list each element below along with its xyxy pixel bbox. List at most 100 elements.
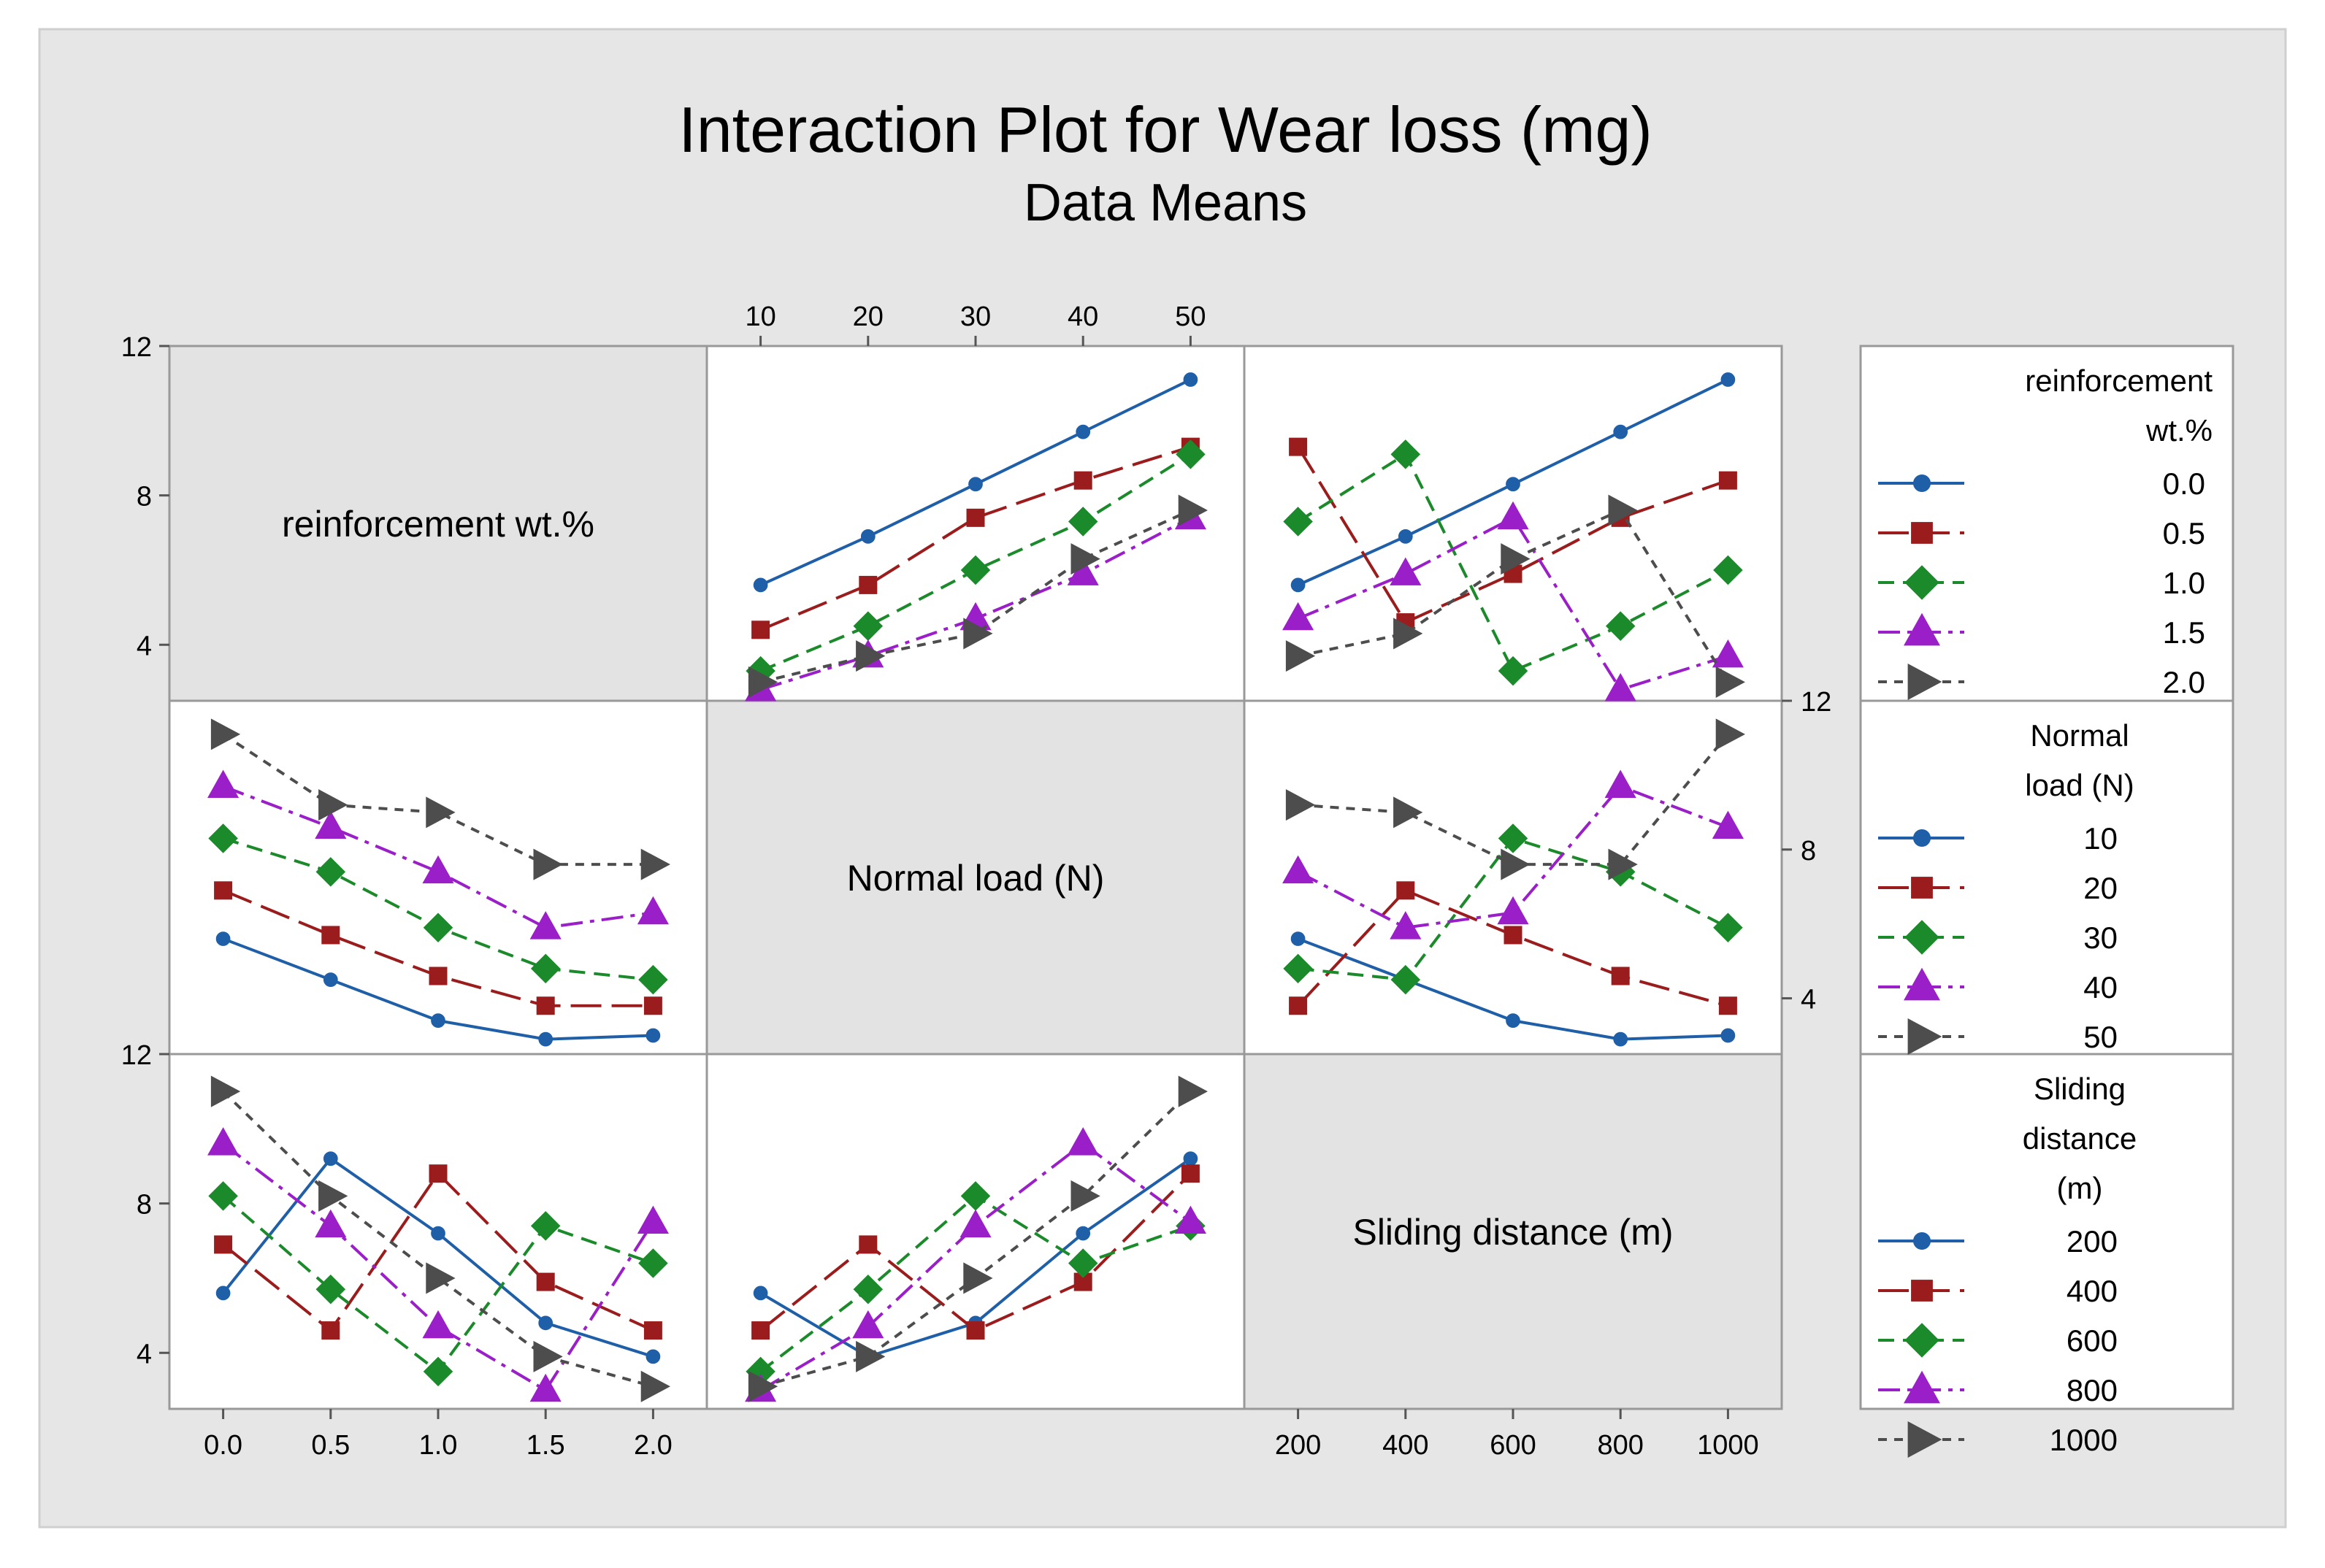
factor-label: Normal load (N) — [847, 858, 1105, 899]
panel-grid: reinforcement wt.% Normal load (N) Sliding… — [168, 345, 1783, 1410]
data-point — [1712, 810, 1744, 839]
data-point — [1285, 789, 1316, 821]
y-tick-label: 4 — [137, 631, 152, 661]
x-tick-label: 10 — [745, 301, 775, 332]
data-point — [207, 769, 240, 798]
series-line — [1298, 508, 1730, 683]
legend-marker — [1907, 1421, 1942, 1458]
legend: reinforcement wt.% 0.0 0.5 1.0 1.5 2.0 Normal lo… — [1859, 345, 2234, 1458]
data-point — [530, 953, 561, 984]
legend-box — [1859, 1053, 2234, 1410]
data-point — [315, 1209, 347, 1238]
data-point — [1506, 1013, 1520, 1029]
data-point — [1613, 424, 1628, 439]
series — [207, 372, 1745, 1402]
y-tick-label: 12 — [121, 332, 152, 363]
chart-title: Interaction Plot for Wear loss (mg) — [678, 93, 1652, 166]
data-point — [1497, 501, 1529, 530]
data-point — [315, 857, 346, 887]
series-line — [222, 1142, 655, 1393]
data-point — [751, 1321, 770, 1340]
data-point — [1613, 1031, 1628, 1047]
data-point — [1608, 494, 1638, 526]
data-point — [1183, 1151, 1198, 1167]
data-point — [966, 508, 985, 527]
data-point — [1390, 964, 1421, 995]
legend-marker — [1903, 612, 1941, 646]
data-point — [968, 477, 983, 492]
data-point — [856, 1340, 886, 1372]
series-line — [760, 516, 1192, 691]
data-point — [422, 855, 454, 884]
data-point — [431, 1226, 445, 1241]
y-tick-label: 8 — [137, 1190, 152, 1221]
data-point — [315, 1275, 346, 1304]
data-point — [1497, 896, 1529, 925]
factor-label: reinforcement wt.% — [282, 504, 594, 545]
data-point — [429, 1164, 448, 1183]
data-point — [321, 926, 340, 945]
data-point — [1605, 611, 1636, 641]
data-point — [321, 1321, 340, 1340]
data-point — [214, 881, 233, 900]
data-point — [748, 666, 778, 698]
series-line — [222, 1090, 654, 1388]
data-point — [1282, 855, 1314, 884]
data-point — [214, 1235, 233, 1254]
x-tick-label: 1000 — [1697, 1430, 1759, 1461]
data-point — [1718, 996, 1737, 1015]
factor-label-panel — [168, 345, 708, 702]
legend-title: distance — [2023, 1121, 2137, 1156]
data-point — [646, 1349, 661, 1364]
data-point — [852, 1310, 884, 1339]
data-point — [538, 1031, 554, 1047]
data-point — [1285, 640, 1316, 672]
data-point — [637, 896, 669, 925]
panel-series-group — [1282, 718, 1745, 1047]
data-point — [1501, 848, 1531, 880]
data-point — [853, 1275, 884, 1304]
panel-series-group — [207, 718, 670, 1047]
legend-marker — [1911, 522, 1933, 544]
data-point — [1390, 911, 1422, 939]
data-point — [637, 1205, 669, 1234]
y-tick-label: 8 — [1801, 836, 1816, 866]
data-point — [1073, 471, 1092, 490]
data-point — [1290, 931, 1306, 946]
data-point — [753, 577, 768, 593]
data-point — [1393, 796, 1423, 829]
data-point — [1398, 529, 1413, 544]
y-tick-label: 12 — [121, 1040, 152, 1071]
data-point — [859, 1235, 878, 1254]
legend-label: 1.5 — [2163, 615, 2205, 650]
x-tick-label: 800 — [1597, 1430, 1643, 1461]
factor-label-panel — [705, 699, 1246, 1056]
series-line — [759, 445, 1191, 631]
legend-marker — [1907, 1018, 1942, 1055]
legend-marker — [1904, 1323, 1939, 1358]
x-tick-label: 1.0 — [419, 1430, 458, 1461]
y-tick-label: 4 — [137, 1339, 152, 1369]
series-line — [759, 1142, 1192, 1392]
data-point — [748, 1370, 778, 1402]
x-tick-label: 600 — [1490, 1430, 1536, 1461]
data-point — [536, 1272, 555, 1291]
data-point — [640, 1370, 670, 1402]
legend-label: 800 — [2067, 1373, 2118, 1407]
x-tick-label: 50 — [1175, 301, 1206, 332]
data-point — [208, 1181, 238, 1211]
data-point — [1393, 618, 1423, 650]
data-point — [1718, 471, 1737, 490]
data-point — [638, 1248, 668, 1278]
data-point — [1720, 372, 1736, 387]
x-tick-label: 2.0 — [634, 1430, 673, 1461]
series-line — [1297, 452, 1729, 673]
legend-label: 40 — [2083, 970, 2118, 1004]
data-point — [1720, 1028, 1736, 1043]
legend-title: Normal — [2030, 718, 2129, 753]
data-point — [643, 1321, 662, 1340]
data-point — [1176, 439, 1206, 469]
data-point — [1070, 543, 1100, 575]
data-point — [210, 1075, 241, 1107]
